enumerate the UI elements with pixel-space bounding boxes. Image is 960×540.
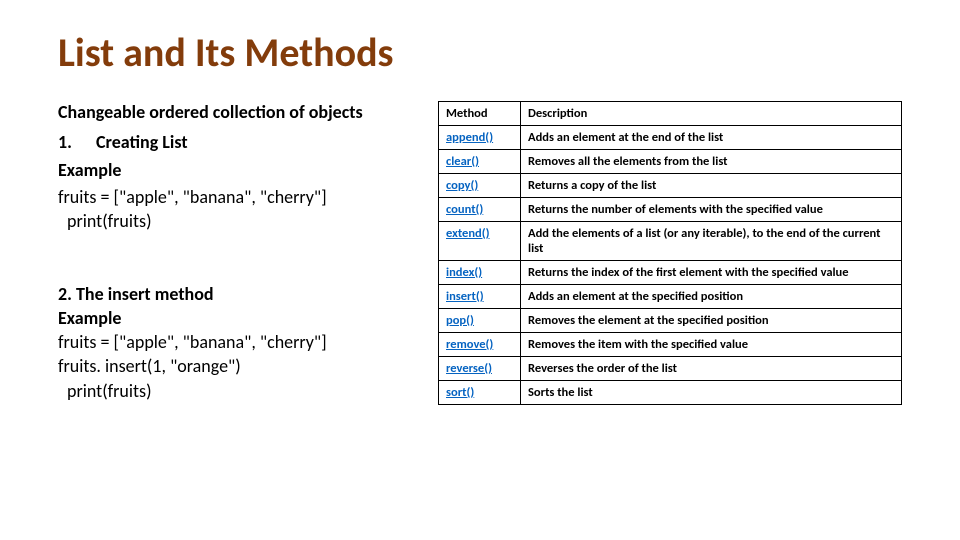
item1-title: Creating List (96, 131, 188, 153)
code-rest: (fruits) (102, 380, 151, 402)
table-row: insert() Adds an element at the specified… (439, 285, 902, 309)
code-line: print(fruits) (58, 209, 420, 233)
method-link[interactable]: index() (446, 265, 482, 280)
slide: List and Its Methods Changeable ordered … (0, 0, 960, 540)
item2-heading: 2. The insert method (58, 282, 420, 306)
table-row: pop() Removes the element at the specifie… (439, 309, 902, 333)
method-desc: Removes the item with the specified valu… (521, 333, 902, 357)
item1-code: fruits = ["apple", "banana", "cherry"] p… (58, 185, 420, 234)
table-row: copy() Returns a copy of the list (439, 174, 902, 198)
method-link[interactable]: count() (446, 202, 483, 217)
left-column: Changeable ordered collection of objects… (58, 101, 420, 405)
table-row: reverse() Reverses the order of the list (439, 357, 902, 381)
methods-tbody: append() Adds an element at the end of th… (439, 126, 902, 405)
table-row: append() Adds an element at the end of th… (439, 126, 902, 150)
method-desc: Returns a copy of the list (521, 174, 902, 198)
print-keyword: print (67, 210, 102, 232)
method-desc: Removes the element at the specified pos… (521, 309, 902, 333)
method-desc: Returns the number of elements with the … (521, 198, 902, 222)
item2-example-label: Example (58, 306, 420, 330)
method-desc: Removes all the elements from the list (521, 150, 902, 174)
code-line: fruits = ["apple", "banana", "cherry"] (58, 330, 420, 354)
col-description: Description (521, 102, 902, 126)
method-link[interactable]: copy() (446, 178, 478, 193)
page-title: List and Its Methods (58, 28, 902, 77)
method-link[interactable]: remove() (446, 337, 493, 352)
item1-example-label: Example (58, 159, 420, 181)
table-row: remove() Removes the item with the specif… (439, 333, 902, 357)
method-link[interactable]: sort() (446, 385, 474, 400)
method-link[interactable]: append() (446, 130, 493, 145)
content-row: Changeable ordered collection of objects… (58, 101, 902, 405)
code-line: fruits. insert(1, "orange") (58, 354, 420, 378)
method-link[interactable]: pop() (446, 313, 474, 328)
table-row: sort() Sorts the list (439, 381, 902, 405)
method-desc: Add the elements of a list (or any itera… (521, 222, 902, 261)
method-link[interactable]: reverse() (446, 361, 492, 376)
item1-heading: 1.Creating List (58, 131, 420, 153)
table-row: index() Returns the index of the first el… (439, 261, 902, 285)
item1-number: 1. (58, 131, 96, 153)
method-link[interactable]: clear() (446, 154, 479, 169)
subtitle: Changeable ordered collection of objects (58, 101, 420, 123)
method-desc: Returns the index of the first element w… (521, 261, 902, 285)
table-row: extend() Add the elements of a list (or a… (439, 222, 902, 261)
table-row: clear() Removes all the elements from the… (439, 150, 902, 174)
col-method: Method (439, 102, 521, 126)
print-keyword: print (67, 380, 102, 402)
method-link[interactable]: insert() (446, 289, 484, 304)
item2-block: 2. The insert method Example fruits = ["… (58, 282, 420, 403)
code-rest: (fruits) (102, 210, 151, 232)
method-desc: Sorts the list (521, 381, 902, 405)
table-header-row: Method Description (439, 102, 902, 126)
code-line: fruits = ["apple", "banana", "cherry"] (58, 185, 420, 209)
methods-table: Method Description append() Adds an eleme… (438, 101, 902, 405)
method-desc: Adds an element at the specified positio… (521, 285, 902, 309)
table-row: count() Returns the number of elements wi… (439, 198, 902, 222)
right-column: Method Description append() Adds an eleme… (438, 101, 902, 405)
method-desc: Reverses the order of the list (521, 357, 902, 381)
code-line: print(fruits) (58, 379, 420, 403)
method-link[interactable]: extend() (446, 226, 490, 241)
method-desc: Adds an element at the end of the list (521, 126, 902, 150)
